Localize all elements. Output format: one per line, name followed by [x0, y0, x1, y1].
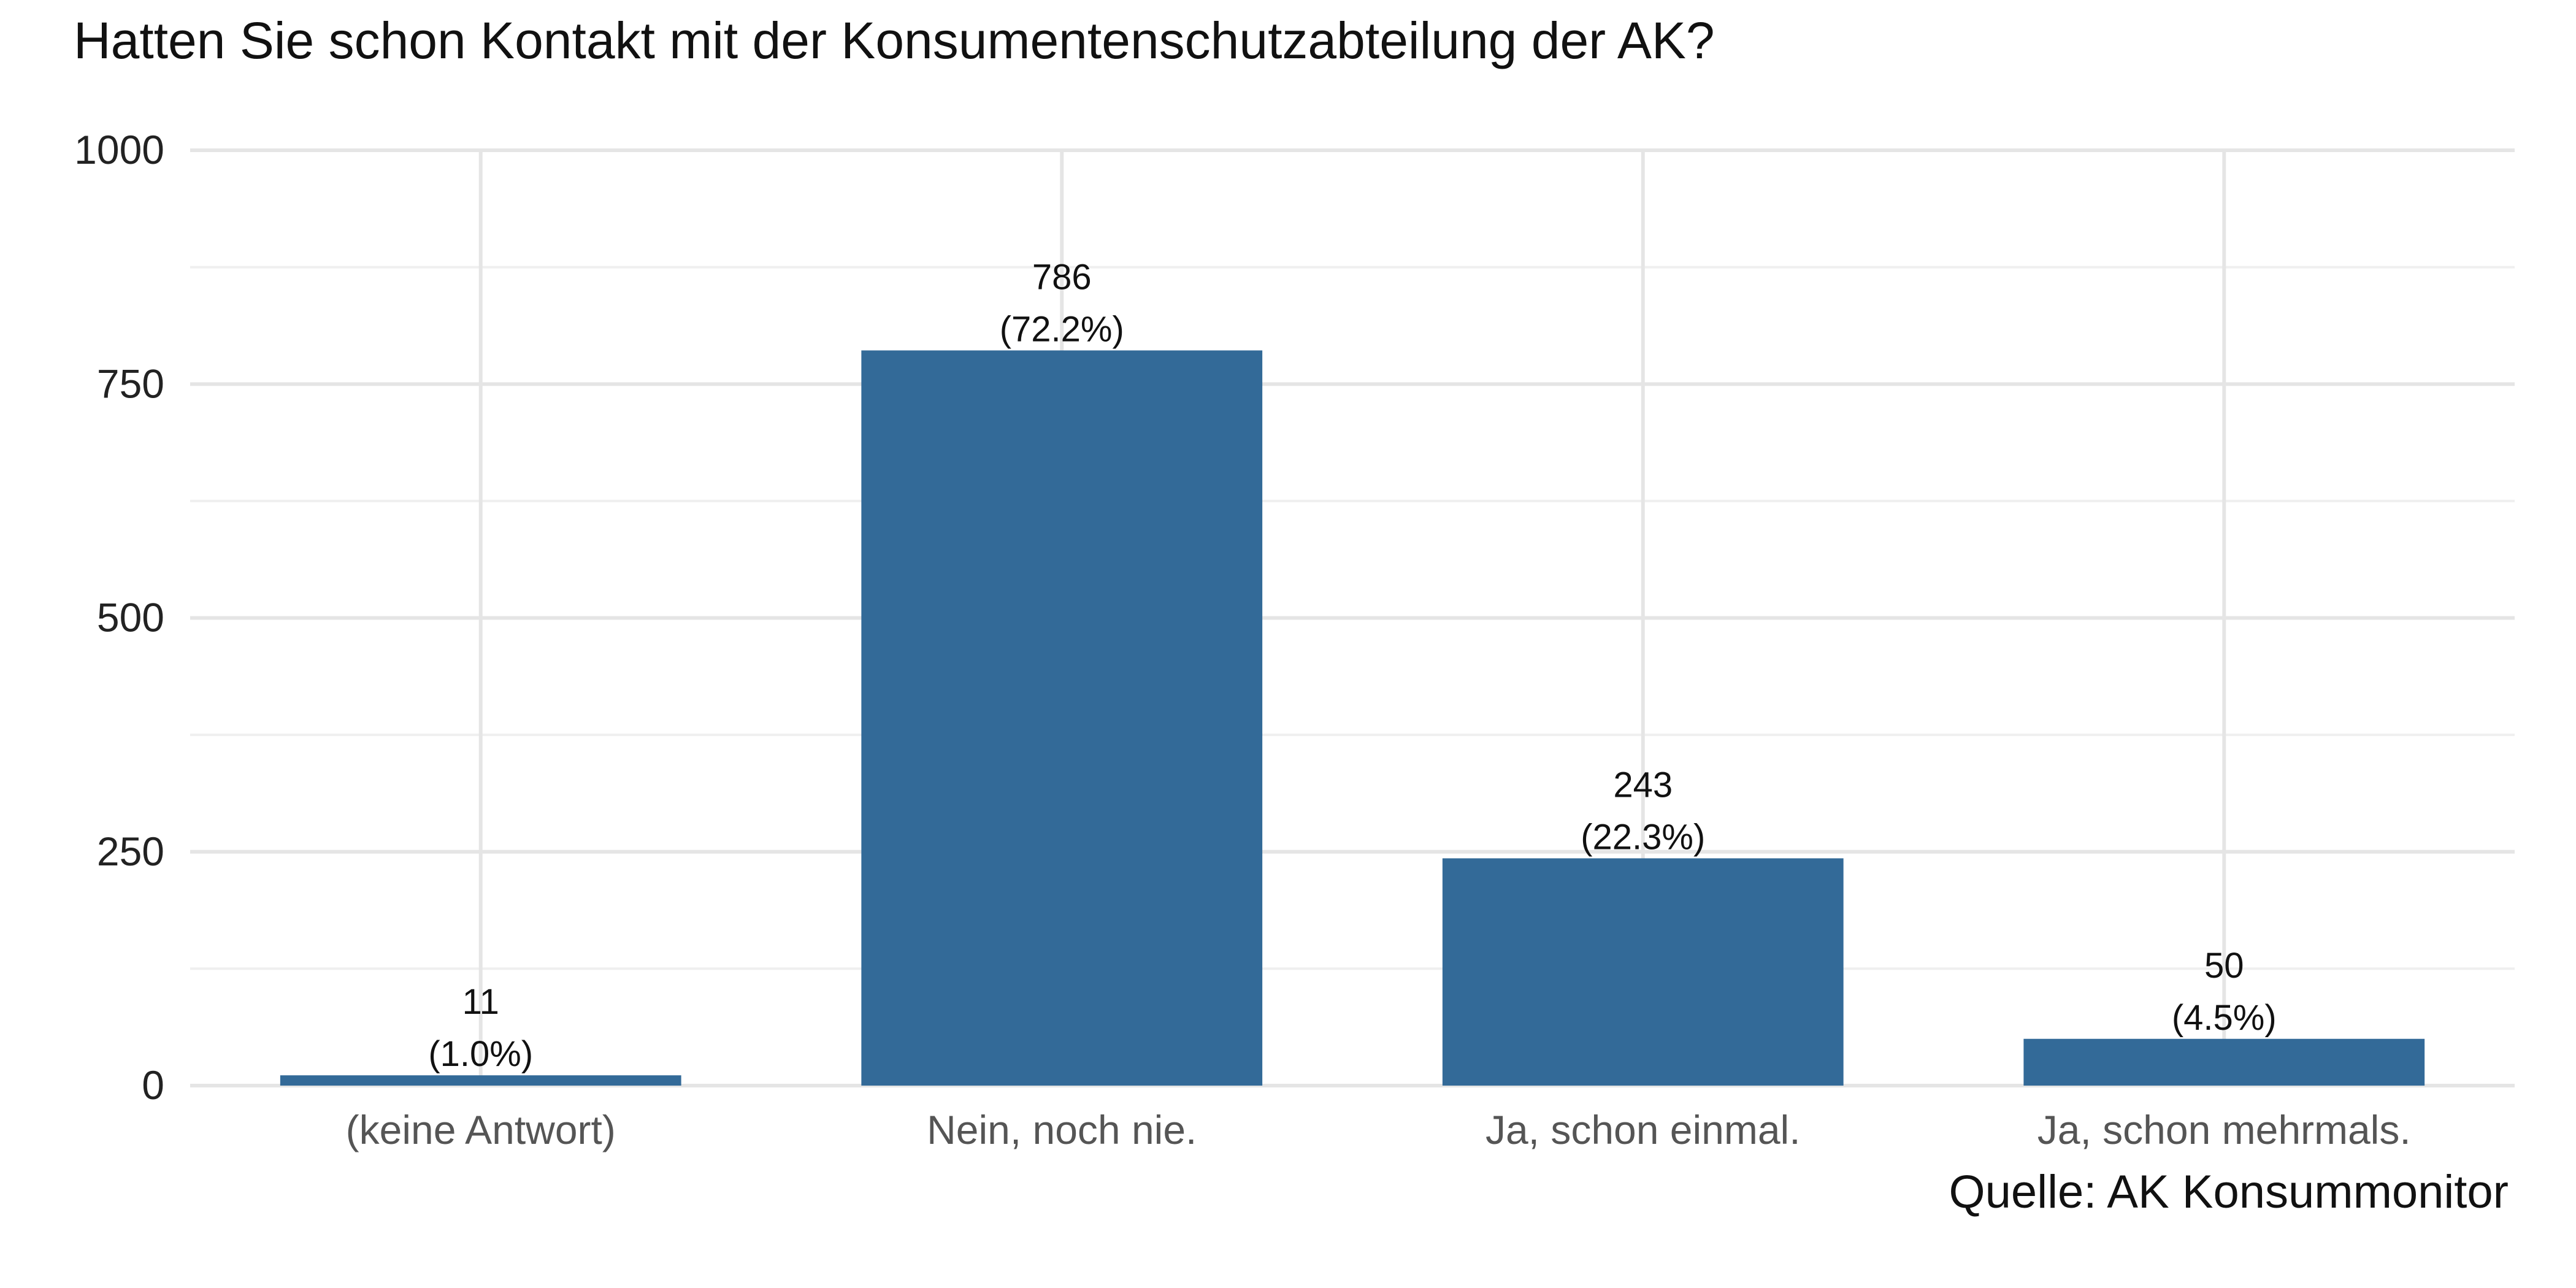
- data-label-count: 786: [1032, 257, 1092, 297]
- data-label-percent: (72.2%): [1000, 309, 1124, 349]
- data-label-percent: (1.0%): [428, 1034, 533, 1074]
- data-label-percent: (4.5%): [2172, 998, 2277, 1038]
- chart-title: Hatten Sie schon Kontakt mit der Konsume…: [74, 12, 1715, 69]
- y-tick-label: 500: [97, 595, 164, 640]
- grid-lines: [190, 148, 2515, 1087]
- bars: [280, 350, 2425, 1086]
- data-label-percent: (22.3%): [1581, 817, 1705, 857]
- y-tick-label: 1000: [74, 127, 164, 172]
- x-tick-label: Ja, schon mehrmals.: [2037, 1107, 2411, 1152]
- bar: [2023, 1038, 2425, 1086]
- bar: [280, 1075, 681, 1086]
- x-axis-ticks: (keine Antwort) Nein, noch nie. Ja, schon …: [346, 1107, 2411, 1152]
- bar: [1442, 858, 1844, 1086]
- data-labels: 11 (1.0%) 786 (72.2%) 243 (22.3%) 50 (4.5%): [428, 257, 2276, 1074]
- source-caption: Quelle: AK Konsummonitor: [1949, 1166, 2509, 1218]
- data-label-count: 11: [462, 982, 499, 1022]
- y-tick-label: 250: [97, 829, 164, 874]
- x-tick-label: Ja, schon einmal.: [1485, 1107, 1801, 1152]
- x-tick-label: (keine Antwort): [346, 1107, 616, 1152]
- bar: [861, 350, 1263, 1086]
- data-label-count: 243: [1613, 765, 1673, 805]
- y-tick-label: 0: [142, 1062, 164, 1108]
- x-tick-label: Nein, noch nie.: [927, 1107, 1197, 1152]
- y-tick-label: 750: [97, 361, 164, 406]
- y-axis-ticks: 0 250 500 750 1000: [74, 127, 164, 1108]
- data-label-count: 50: [2204, 946, 2244, 986]
